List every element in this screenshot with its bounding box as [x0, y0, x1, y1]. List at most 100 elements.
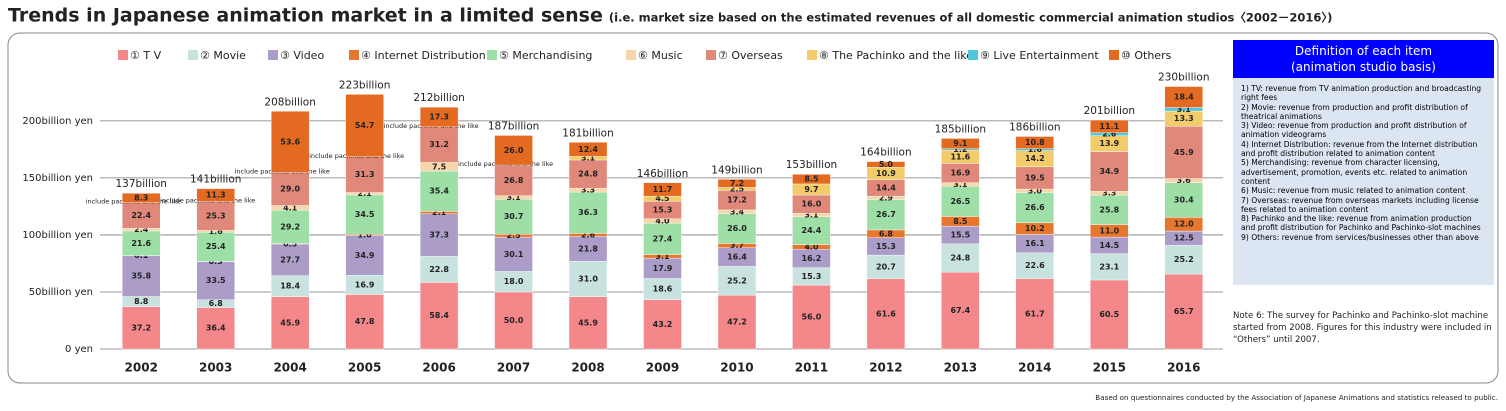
bar-segment [270, 111, 310, 173]
bar-segment [1015, 192, 1055, 224]
total-label: 146billion [637, 168, 688, 180]
x-tick-label: 2013 [944, 361, 977, 375]
bar-segment [122, 255, 161, 297]
bar-segment [568, 236, 608, 262]
legend-label: ① T V [130, 49, 162, 62]
value-label: 17.9 [653, 264, 673, 273]
y-tick-label: 150billion yen [22, 173, 93, 184]
x-tick-label: 2003 [199, 361, 232, 375]
value-label: 1.2 [953, 145, 967, 154]
value-label: 67.4 [950, 306, 970, 315]
x-tick-label: 2014 [1018, 361, 1051, 375]
value-label: 36.3 [578, 208, 598, 217]
value-label: 37.2 [131, 323, 151, 332]
legend-label: ④ Internet Distribution [361, 49, 486, 62]
definition-item: 8) Pachinko and the like: revenue from a… [1241, 214, 1481, 233]
bar-segment [866, 199, 906, 231]
value-label: 31.3 [355, 170, 375, 179]
value-label: 2.1 [358, 189, 373, 198]
note: Note 6: The survey for Pachinko and Pach… [1233, 311, 1492, 345]
y-tick-label: 100billion yen [22, 230, 93, 241]
value-label: 27.7 [280, 255, 300, 264]
value-label: 11.6 [950, 152, 970, 161]
value-label: 3.1 [1177, 105, 1192, 114]
value-label: 8.3 [134, 193, 148, 202]
value-label: 9.1 [953, 139, 968, 148]
definition-item: 5) Merchandising: revenue from character… [1241, 158, 1468, 186]
value-label: 3.1 [953, 180, 968, 189]
definition-subtitle: (animation studio basis) [1291, 60, 1436, 74]
value-label: 14.2 [1025, 154, 1045, 163]
value-label: 0.5 [283, 239, 298, 248]
value-label: 3.3 [581, 186, 595, 195]
value-label: 11.0 [1099, 226, 1119, 235]
bar-segment [568, 159, 608, 189]
bar-segment [941, 271, 980, 350]
value-label: 2.5 [730, 184, 745, 193]
value-label: 3.1 [655, 252, 670, 261]
value-label: 61.7 [1025, 309, 1045, 318]
value-label: 14.4 [876, 183, 896, 192]
value-label: 20.7 [876, 262, 896, 271]
bar-segment [941, 138, 980, 150]
legend-swatch [968, 50, 978, 60]
x-tick-label: 2015 [1093, 361, 1126, 375]
value-label: 25.8 [1099, 205, 1119, 214]
x-tick-label: 2012 [869, 361, 902, 375]
value-label: 15.5 [950, 230, 970, 239]
value-label: 4.0 [804, 242, 819, 251]
bar-segment [345, 94, 384, 157]
value-label: 54.7 [355, 121, 375, 130]
value-label: 6.8 [879, 229, 894, 238]
definition-item: 3) Video: revenue from production and pr… [1241, 121, 1467, 140]
value-label: 18.0 [504, 277, 524, 286]
bar-segment [717, 266, 757, 296]
value-label: 18.4 [280, 282, 300, 291]
bar-segment [643, 299, 682, 350]
value-label: 47.8 [355, 317, 375, 326]
bar-segment [568, 142, 608, 157]
bar-segment [1164, 126, 1203, 179]
legend-label: ⑩ Others [1121, 49, 1172, 62]
bar-segment [866, 278, 906, 350]
legend-label: ⑧ The Pachinko and the like [819, 49, 973, 62]
value-label: 37.3 [429, 231, 449, 240]
bar-segment [1164, 86, 1203, 108]
value-label: 7.5 [432, 162, 447, 171]
value-label: 12.5 [1174, 234, 1194, 243]
definition-item: 1) TV: revenue from TV animation product… [1241, 84, 1482, 103]
legend-swatch [807, 50, 817, 60]
legend-swatch [706, 50, 716, 60]
bar-segment [717, 213, 757, 244]
bar-segment [419, 282, 459, 350]
value-label: 29.2 [280, 222, 300, 231]
value-label: 19.5 [1025, 173, 1045, 182]
value-label: 26.8 [504, 176, 524, 185]
value-label: 35.8 [131, 272, 151, 281]
value-label: 26.5 [950, 197, 970, 206]
value-label: 24.8 [578, 170, 598, 179]
y-tick-label: 0 yen [65, 344, 93, 355]
definition-panel: Definition of each item (animation studi… [1233, 40, 1494, 285]
value-label: 3.6 [1177, 176, 1192, 185]
value-label: 12.0 [1174, 220, 1194, 229]
bar-segment [270, 296, 310, 350]
bar-segment [717, 294, 757, 350]
legend-label: ⑦ Overseas [718, 49, 783, 62]
value-label: 14.5 [1099, 241, 1119, 250]
legend-label: ③ Video [280, 49, 324, 62]
value-label: 47.2 [727, 318, 747, 327]
value-label: 11.1 [1099, 122, 1119, 131]
value-label: 24.4 [802, 226, 822, 235]
value-label: 1.0 [358, 230, 373, 239]
value-label: 2.9 [879, 193, 894, 202]
legend-swatch [268, 50, 278, 60]
x-tick-label: 2004 [273, 361, 306, 375]
bar-segment [792, 216, 831, 245]
bar-segment [122, 230, 161, 256]
x-tick-label: 2011 [795, 361, 828, 375]
chart-subtitle: (i.e. market size based on the estimated… [609, 11, 1333, 25]
value-label: 45.9 [280, 318, 300, 327]
total-label: 181billion [562, 127, 613, 139]
